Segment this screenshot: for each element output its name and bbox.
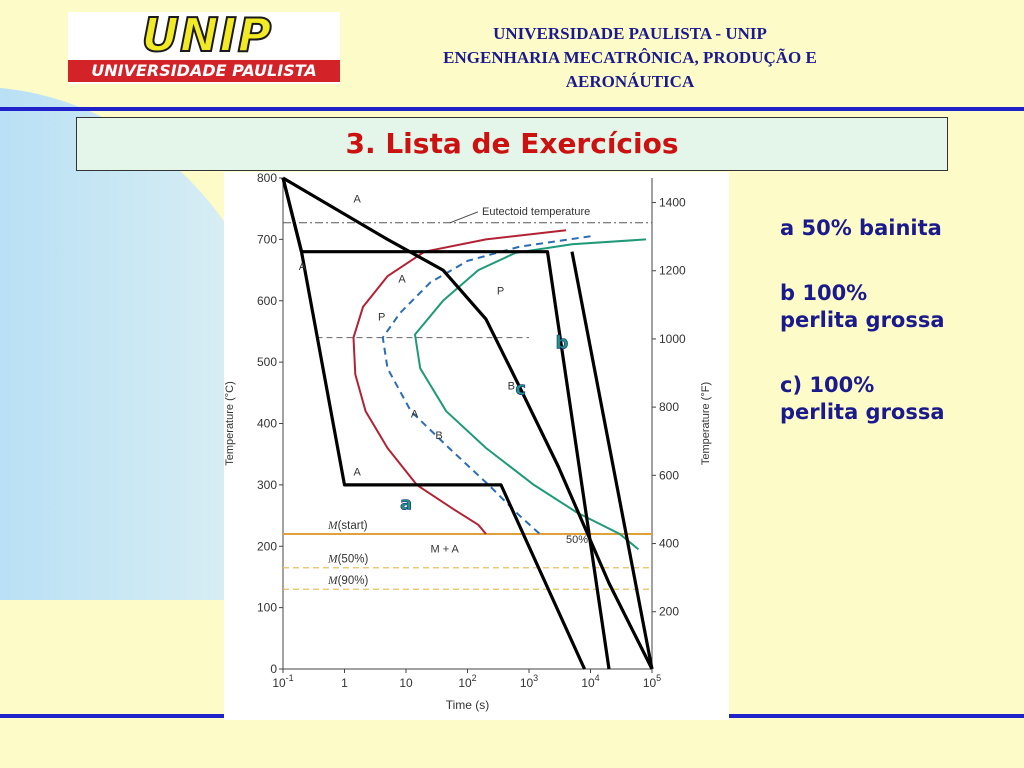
m-line-label-0: M(start): [327, 520, 368, 532]
eutectoid-leader: [449, 211, 479, 224]
region-label-10: 50%: [566, 534, 588, 546]
x-tick-label: 1: [341, 676, 348, 690]
cooling-path-b: [281, 177, 586, 670]
x-tick-label: 102: [458, 673, 476, 690]
x-tick-label: 103: [520, 673, 538, 690]
y-left-tick-label: 500: [257, 355, 277, 369]
y-left-tick-label: 400: [257, 417, 277, 431]
eutectoid-label: Eutectoid temperature: [482, 206, 590, 218]
y-left-tick-label: 800: [257, 172, 277, 185]
x-tick-label: 105: [643, 673, 661, 690]
region-label-9: M + A: [430, 543, 459, 555]
y-left-tick-label: 700: [257, 232, 277, 246]
y-left-tick-label: 600: [257, 294, 277, 308]
header-line-3: AERONÁUTICA: [565, 72, 695, 91]
ttt-diagram: 0 100 200 300 400 500 600 700 800 200 400 600 800 100…: [224, 172, 729, 720]
header-divider: [0, 107, 1024, 111]
y-axis-label-right: Temperature (°F): [700, 382, 712, 465]
y-right-tick-label: 200: [659, 605, 679, 619]
y-right-tick-label: 800: [659, 400, 679, 414]
cooling-path-c-tail: [570, 251, 654, 670]
header-line-1: UNIVERSIDADE PAULISTA - UNIP: [493, 24, 767, 43]
unip-logo: UNIP UNIVERSIDADE PAULISTA: [68, 8, 340, 84]
m-line-label-2: M(90%): [327, 575, 368, 587]
y-right-tick-label: 400: [659, 537, 679, 551]
y-right-tick-label: 1200: [659, 264, 686, 278]
y-left-tick-label: 200: [257, 539, 277, 553]
region-label-1: A: [299, 261, 307, 273]
region-label-6: B: [435, 430, 442, 442]
x-tick-label: 10-1: [272, 673, 293, 690]
curve-end: [414, 238, 647, 551]
x-tick-label: 10: [399, 676, 413, 690]
region-label-2: A: [353, 467, 361, 479]
region-label-7: B: [508, 381, 515, 393]
region-label-8: P: [497, 286, 504, 298]
header-line-2: ENGENHARIA MECATRÔNICA, PRODUÇÃO E: [443, 48, 817, 67]
cooling-path-c: [282, 176, 654, 670]
answer-b: b 100% perlita grossa: [780, 280, 1015, 334]
curve-50%: [381, 235, 591, 535]
path-label-a: a: [400, 493, 412, 514]
path-label-c: c: [515, 379, 526, 400]
y-right-tick-label: 1400: [659, 196, 686, 210]
slide-title: 3. Lista de Exercícios: [76, 117, 948, 171]
y-right-tick-label: 1000: [659, 332, 686, 346]
answer-a-line-1: a 50% bainita: [780, 216, 942, 240]
y-left-tick-label: 300: [257, 478, 277, 492]
y-right-tick-label: 600: [659, 468, 679, 482]
y-axis-label-left: Temperature (°C): [224, 381, 236, 465]
region-label-0: A: [353, 194, 361, 206]
logo-mark: UNIP: [141, 8, 273, 62]
x-axis-label: Time (s): [446, 698, 490, 712]
x-tick-label: 104: [581, 673, 599, 690]
logo-band: UNIVERSIDADE PAULISTA: [68, 60, 340, 82]
m-line-label-1: M(50%): [327, 554, 368, 566]
answer-b-line-1: b 100%: [780, 281, 868, 305]
ttt-chart-svg: 0 100 200 300 400 500 600 700 800 200 400 600 800 100…: [224, 172, 712, 712]
region-label-3: P: [378, 311, 385, 323]
answer-c-line-2: perlita grossa: [780, 400, 945, 424]
region-label-4: A: [398, 273, 406, 285]
answer-c: c) 100% perlita grossa: [780, 372, 1015, 426]
curve-start: [352, 229, 567, 535]
answer-b-line-2: perlita grossa: [780, 308, 945, 332]
region-label-5: A: [411, 408, 419, 420]
y-left-tick-label: 0: [270, 662, 277, 676]
header-title: UNIVERSIDADE PAULISTA - UNIP ENGENHARIA …: [360, 22, 900, 94]
path-label-b: b: [556, 333, 569, 354]
answers-list: a 50% bainita b 100% perlita grossa c) 1…: [780, 215, 1015, 464]
y-left-tick-label: 100: [257, 601, 277, 615]
answer-c-line-1: c) 100%: [780, 373, 875, 397]
answer-a: a 50% bainita: [780, 215, 1015, 242]
